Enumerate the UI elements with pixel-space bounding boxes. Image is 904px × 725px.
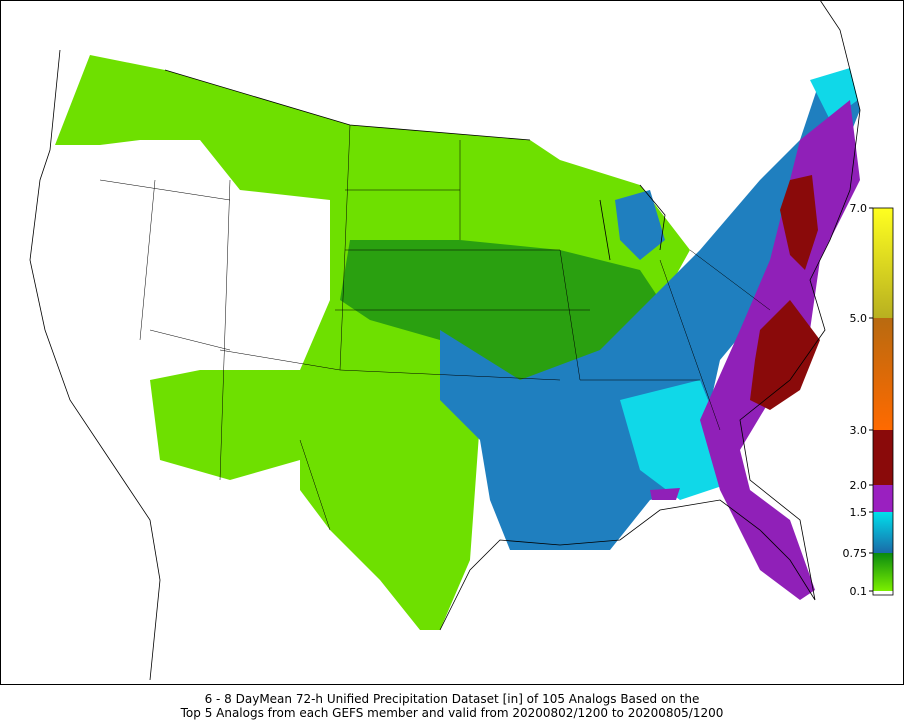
colorbar-tick-label: 5.0 <box>850 312 868 325</box>
precip-darkred <box>780 175 818 270</box>
colorbar-segment <box>873 591 893 595</box>
colorbar-tick-label: 2.0 <box>850 479 868 492</box>
precip-blue <box>440 70 860 550</box>
dry-patch <box>60 150 230 360</box>
colorbar-segment <box>873 553 893 591</box>
colorbar-tick-label: 1.5 <box>850 506 868 519</box>
colorbar-tick-label: 3.0 <box>850 424 868 437</box>
colorbar-tick-label: 0.75 <box>843 547 868 560</box>
dry-patch <box>230 200 320 370</box>
colorbar-frame <box>872 207 894 596</box>
colorbar-segment <box>873 512 893 553</box>
precip-green <box>55 55 690 630</box>
state-borders <box>99 124 771 531</box>
caption-line: 6 - 8 DayMean 72-h Unified Precipitation… <box>204 692 700 706</box>
precip-purple <box>650 488 680 500</box>
colorbar <box>872 207 894 596</box>
colorbar-segment <box>873 318 893 430</box>
colorbar-tick-label: 0.1 <box>850 585 868 598</box>
colorbar-segment <box>873 485 893 512</box>
caption-line: Top 5 Analogs from each GEFS member and … <box>180 706 724 720</box>
colorbar-segment <box>873 208 893 318</box>
precip-darkred <box>750 300 820 410</box>
colorbar-segment <box>873 430 893 485</box>
map: 0.1 0.75 1.5 2.0 3.0 5.0 7.0 <box>0 0 904 685</box>
colorbar-tick-label: 7.0 <box>850 202 868 215</box>
precip-lakes <box>615 190 665 260</box>
